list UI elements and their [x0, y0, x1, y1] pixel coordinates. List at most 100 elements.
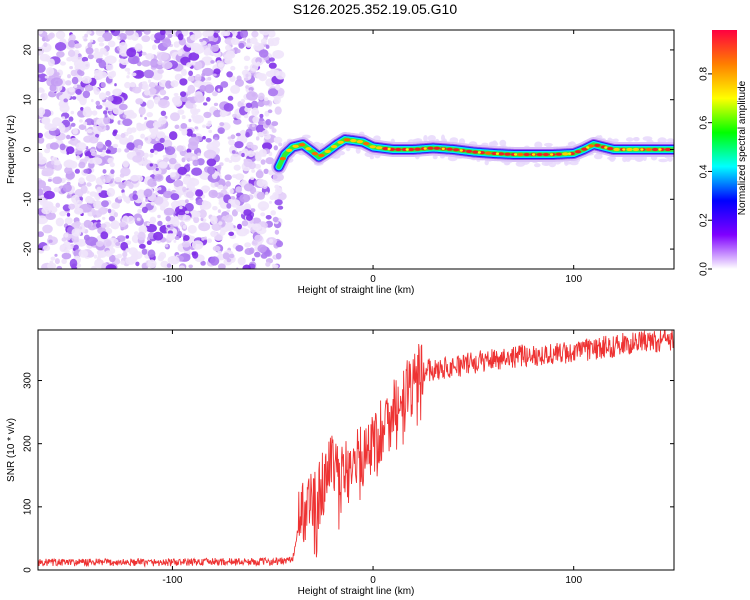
- noise-blob: [212, 245, 221, 252]
- noise-blob: [38, 73, 48, 83]
- noise-blob: [157, 214, 161, 219]
- heatmap-ylabel: Frequency (Hz): [6, 115, 17, 184]
- signal-highlight: [513, 153, 518, 156]
- noise-blob: [186, 128, 193, 137]
- noise-blob: [191, 167, 203, 176]
- noise-blob: [86, 128, 93, 134]
- noise-blob: [180, 91, 187, 97]
- noise-blob: [225, 44, 232, 51]
- signal-halo: [544, 162, 550, 166]
- noise-blob: [38, 188, 44, 196]
- noise-blob: [48, 239, 53, 243]
- signal-highlight: [532, 153, 536, 156]
- noise-blob: [81, 56, 89, 62]
- noise-blob: [218, 221, 223, 226]
- noise-blob: [214, 181, 219, 188]
- noise-blob: [70, 122, 76, 127]
- noise-blob: [272, 192, 279, 200]
- signal-halo: [544, 142, 553, 147]
- noise-blob: [130, 174, 140, 182]
- noise-blob: [243, 77, 249, 82]
- noise-blob: [230, 65, 236, 71]
- noise-blob: [186, 41, 194, 48]
- noise-blob: [187, 224, 197, 234]
- noise-blob: [82, 60, 91, 70]
- noise-blob: [84, 33, 88, 38]
- noise-blob: [267, 88, 279, 97]
- noise-blob: [38, 30, 43, 35]
- noise-blob: [148, 79, 151, 83]
- noise-blob: [255, 170, 264, 179]
- noise-blob: [251, 124, 256, 128]
- noise-blob: [153, 231, 164, 241]
- signal-peak: [363, 142, 370, 146]
- signal-highlight: [550, 153, 554, 156]
- noise-blob: [69, 34, 76, 42]
- noise-blob: [260, 212, 266, 217]
- noise-blob: [67, 49, 76, 58]
- noise-blob: [258, 73, 268, 82]
- noise-blob: [240, 30, 249, 39]
- signal-peak: [292, 144, 299, 148]
- noise-blob: [71, 76, 79, 85]
- noise-blob: [147, 259, 157, 269]
- noise-blob: [55, 217, 65, 227]
- noise-blob: [265, 119, 272, 126]
- noise-blob: [78, 249, 89, 258]
- noise-blob: [177, 166, 188, 175]
- noise-blob: [174, 124, 180, 129]
- noise-blob: [95, 240, 104, 247]
- line-plot-area: [38, 330, 674, 568]
- signal-halo: [642, 136, 653, 142]
- noise-blob: [148, 87, 157, 95]
- noise-blob: [245, 42, 253, 48]
- noise-blob: [43, 190, 55, 200]
- noise-blob: [239, 130, 246, 138]
- noise-blob: [117, 195, 123, 200]
- noise-blob: [227, 95, 234, 101]
- noise-blob: [207, 43, 212, 48]
- noise-blob: [207, 165, 216, 175]
- noise-blob: [127, 71, 131, 75]
- noise-blob: [267, 40, 275, 47]
- noise-blob: [275, 71, 286, 80]
- signal-highlight: [568, 152, 572, 155]
- noise-blob: [111, 202, 120, 210]
- noise-blob: [49, 260, 54, 264]
- noise-blob: [95, 104, 103, 110]
- noise-blob: [120, 241, 129, 251]
- noise-blob: [158, 161, 168, 169]
- noise-blob: [165, 146, 176, 156]
- noise-blob: [74, 221, 81, 227]
- noise-blob: [228, 160, 233, 163]
- line-ytick-label: 200: [23, 435, 34, 452]
- noise-blob: [82, 90, 91, 99]
- noise-blob: [191, 240, 204, 250]
- line-xtick-label: 0: [370, 575, 376, 586]
- noise-blob: [214, 137, 218, 141]
- signal-halo: [427, 135, 436, 142]
- noise-blob: [220, 81, 229, 88]
- noise-blob: [159, 89, 167, 96]
- signal-peak: [555, 152, 562, 156]
- noise-blob: [192, 159, 199, 167]
- noise-blob: [69, 137, 79, 146]
- noise-blob: [114, 176, 122, 183]
- noise-blob: [105, 139, 112, 147]
- noise-blob: [66, 212, 71, 217]
- noise-blob: [245, 73, 249, 78]
- noise-blob: [44, 75, 49, 79]
- noise-blob: [119, 221, 127, 227]
- noise-blob: [59, 143, 66, 151]
- noise-blob: [120, 260, 126, 265]
- signal-halo: [534, 163, 541, 168]
- noise-blob: [137, 144, 143, 150]
- noise-blob: [208, 129, 213, 134]
- noise-blob: [110, 30, 116, 33]
- noise-blob: [195, 189, 204, 197]
- signal-peak: [536, 152, 543, 157]
- noise-blob: [62, 183, 72, 193]
- noise-blob: [156, 51, 169, 61]
- noise-blob: [189, 31, 193, 36]
